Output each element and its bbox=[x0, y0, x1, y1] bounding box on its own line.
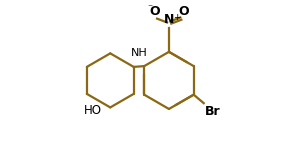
Text: O: O bbox=[178, 5, 189, 17]
Text: ⁻: ⁻ bbox=[147, 3, 152, 14]
Text: Br: Br bbox=[204, 105, 220, 118]
Text: N: N bbox=[164, 13, 174, 26]
Text: O: O bbox=[149, 5, 160, 17]
Text: +: + bbox=[173, 14, 181, 22]
Text: HO: HO bbox=[84, 104, 102, 117]
Text: NH: NH bbox=[130, 48, 147, 58]
